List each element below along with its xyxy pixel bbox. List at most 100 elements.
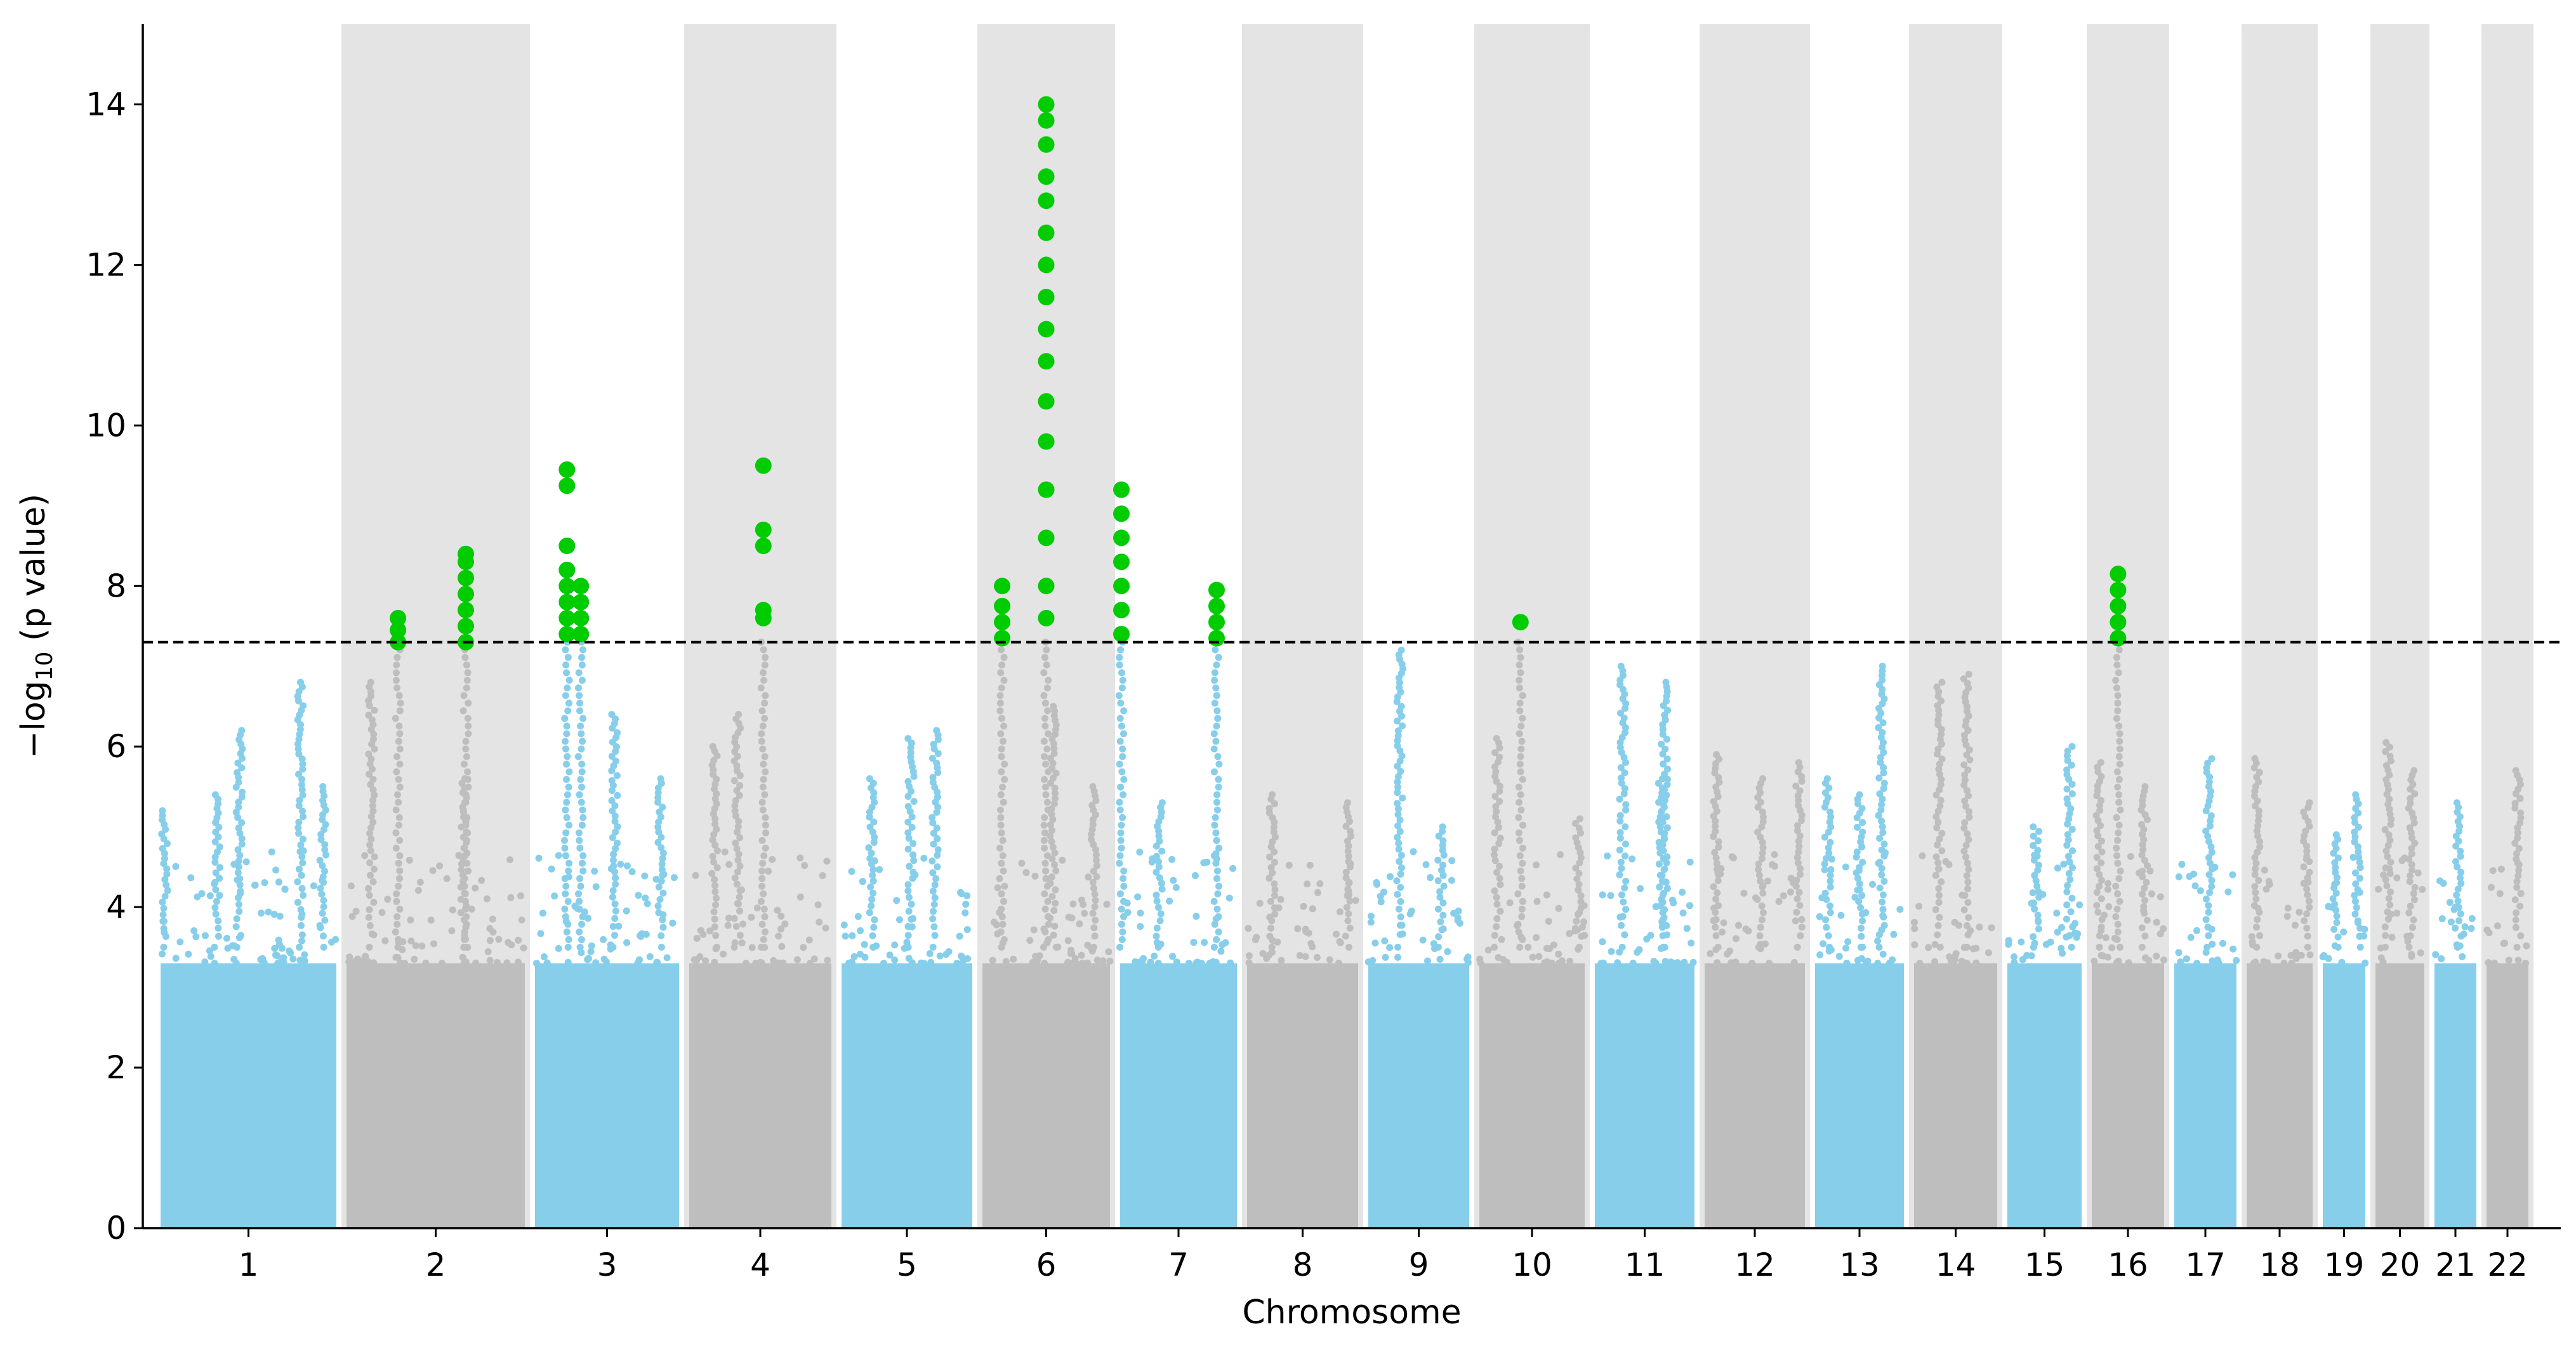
peak-point	[1344, 837, 1351, 845]
peak-point	[298, 786, 306, 793]
snp-point	[507, 894, 515, 901]
peak-point	[1041, 890, 1048, 897]
snp-point	[1931, 941, 1939, 948]
snp-point	[781, 920, 789, 928]
peak-point	[2209, 865, 2216, 873]
peak-point	[1000, 897, 1007, 905]
peak-point	[1661, 943, 1668, 951]
peak-point	[1215, 760, 1223, 768]
snp-point	[2215, 959, 2223, 967]
peak-point	[464, 776, 472, 783]
snp-point	[1018, 859, 1026, 867]
snp-point	[2178, 861, 2186, 868]
y-tick-label: 6	[106, 728, 126, 765]
snp-point	[1683, 925, 1691, 932]
peak-point	[1961, 771, 1969, 779]
snp-point	[774, 906, 781, 914]
snp-point	[1955, 922, 1962, 929]
snp-point	[1566, 930, 1573, 937]
snp-point	[201, 958, 209, 966]
peak-point	[2068, 826, 2076, 833]
peak-point	[1154, 943, 1162, 951]
snp-point	[1775, 897, 1783, 905]
peak-point	[365, 711, 373, 719]
peak-point	[320, 878, 327, 886]
peak-point	[395, 814, 403, 821]
peak-point	[563, 814, 571, 821]
peak-point	[1001, 776, 1008, 783]
peak-point	[1859, 859, 1866, 866]
peak-point	[868, 860, 875, 868]
snp-point	[1821, 866, 1828, 873]
peak-point	[1213, 905, 1221, 913]
peak-point	[371, 706, 378, 714]
peak-point	[760, 905, 768, 913]
peak-point	[2030, 856, 2038, 864]
snp-point	[2057, 944, 2065, 952]
peak-point	[1041, 783, 1049, 791]
peak-point	[657, 932, 665, 939]
peak-point	[1153, 932, 1160, 940]
snp-point	[711, 958, 718, 966]
peak-point	[1049, 844, 1057, 851]
peak-point	[299, 760, 307, 768]
peak-point	[1044, 806, 1052, 814]
peak-point	[869, 932, 876, 939]
peak-point	[294, 899, 301, 906]
peak-point	[2454, 943, 2461, 951]
snp-point	[702, 957, 710, 965]
peak-point	[1155, 863, 1163, 871]
peak-point	[1088, 836, 1095, 844]
peak-point	[161, 855, 168, 863]
peak-point	[1880, 852, 1888, 860]
peak-point	[1826, 877, 1834, 885]
peak-point	[2408, 809, 2416, 817]
snp-point	[1535, 953, 1543, 960]
snp-point	[472, 884, 479, 892]
snp-point	[301, 951, 308, 958]
peak-point	[1394, 717, 1401, 725]
peak-point	[1153, 842, 1160, 850]
peak-point	[366, 943, 373, 951]
peak-point	[576, 791, 583, 798]
peak-point	[2356, 859, 2363, 866]
peak-point	[2254, 849, 2261, 856]
peak-point	[761, 661, 769, 669]
peak-point	[2097, 759, 2104, 766]
snp-point	[1740, 889, 1748, 897]
peak-point	[1854, 875, 1861, 882]
peak-point	[2138, 821, 2145, 828]
peak-point	[1795, 843, 1803, 850]
peak-point	[1213, 692, 1220, 699]
snp-point	[1022, 869, 1030, 877]
peak-point	[367, 847, 374, 854]
peak-point	[2407, 903, 2414, 910]
peak-point	[1116, 654, 1123, 661]
peak-point	[2141, 932, 2149, 940]
snp-point	[1307, 940, 1315, 948]
x-tick-label: 22	[2487, 1247, 2528, 1283]
peak-point	[1933, 824, 1941, 831]
snp-point	[1769, 861, 1776, 868]
peak-point	[761, 791, 769, 798]
peak-point	[1519, 844, 1526, 852]
peak-point	[1214, 715, 1222, 722]
chromosome-1-dense-points	[161, 963, 336, 1228]
snp-point	[2295, 908, 2303, 916]
peak-point	[905, 894, 913, 901]
snp-point	[963, 926, 971, 934]
snp-point	[416, 878, 424, 886]
chromosome-5-points	[840, 727, 972, 1228]
peak-point	[2514, 872, 2522, 880]
peak-point	[1042, 875, 1050, 882]
peak-point	[579, 715, 587, 722]
peak-point	[1116, 661, 1123, 669]
snp-point	[2209, 941, 2216, 948]
peak-point	[562, 806, 569, 814]
snp-point	[2361, 959, 2369, 967]
snp-point	[159, 950, 166, 958]
snp-point	[514, 958, 522, 966]
snp-point	[2349, 854, 2357, 861]
peak-point	[235, 901, 242, 908]
peak-point	[2303, 924, 2311, 932]
